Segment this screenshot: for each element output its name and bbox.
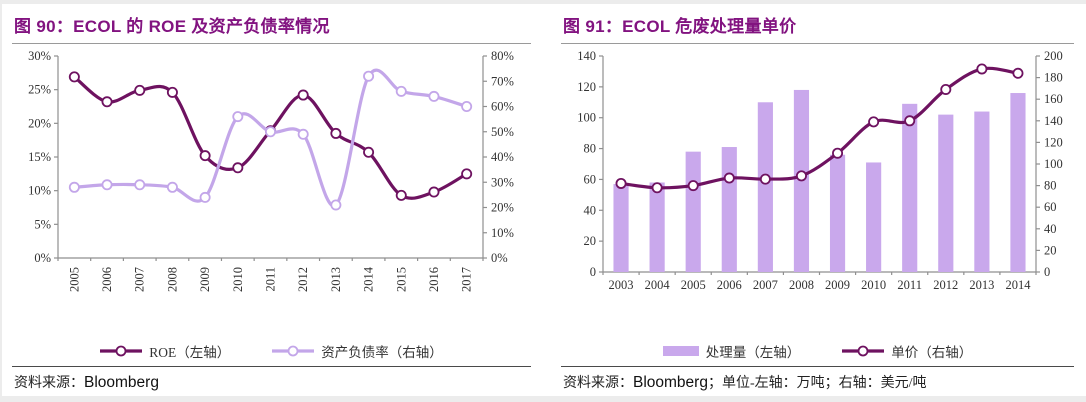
svg-text:60: 60 xyxy=(1044,200,1057,214)
svg-text:50%: 50% xyxy=(491,125,514,139)
svg-text:100: 100 xyxy=(577,111,596,125)
svg-text:2012: 2012 xyxy=(933,278,958,292)
volume-bar-swatch-icon xyxy=(662,346,699,356)
svg-text:2009: 2009 xyxy=(825,278,850,292)
fig90-title: 图 90：ECOL 的 ROE 及资产负债率情况 xyxy=(14,17,330,36)
fig91-footer-divider xyxy=(561,366,1074,367)
svg-text:60%: 60% xyxy=(491,100,514,114)
fig91-source-line: 资料来源：Bloomberg；单位-左轴：万吨；右轴：美元/吨 xyxy=(561,367,1074,392)
svg-text:140: 140 xyxy=(577,49,596,63)
svg-text:2010: 2010 xyxy=(231,267,245,292)
legend-item-roe: ROE（左轴） xyxy=(100,341,230,361)
price-line-marker-icon xyxy=(842,345,885,357)
svg-text:20%: 20% xyxy=(491,201,514,215)
svg-text:20%: 20% xyxy=(28,116,51,130)
fig90-legend: ROE（左轴） 资产负债率（右轴） xyxy=(12,340,531,362)
fig91-title: 图 91：ECOL 危废处理量单价 xyxy=(563,17,797,36)
source-units: ；单位-左轴：万吨；右轴：美元/吨 xyxy=(707,376,927,391)
svg-text:2014: 2014 xyxy=(1005,278,1031,292)
legend-item-price: 单价（右轴） xyxy=(842,341,972,361)
svg-text:2008: 2008 xyxy=(789,278,814,292)
svg-text:2007: 2007 xyxy=(133,267,147,292)
svg-text:0%: 0% xyxy=(491,251,508,265)
svg-text:200: 200 xyxy=(1044,49,1063,63)
fig91-chart-area: 0 20 40 60 80 100 120 140 0 20 40 60 80 100 120 140 160 1… xyxy=(561,46,1080,338)
svg-text:25%: 25% xyxy=(28,83,51,97)
roe-leverage-chart-svg: 0% 5% 10% 15% 20% 25% 30% 0% 10% 20% 30% 40% 50% 60% 7… xyxy=(28,49,514,292)
svg-text:80%: 80% xyxy=(491,49,514,63)
report-figure-strip: 图 90：ECOL 的 ROE 及资产负债率情况 0% 5% 10% 15% 20% 25… xyxy=(2,4,1086,396)
svg-text:2009: 2009 xyxy=(198,267,212,292)
legend-label-volume: 处理量（左轴） xyxy=(705,345,801,360)
svg-text:0%: 0% xyxy=(34,251,51,265)
legend-label-price: 单价（右轴） xyxy=(891,345,973,360)
svg-text:40: 40 xyxy=(1044,222,1057,236)
svg-text:2005: 2005 xyxy=(67,267,81,292)
source-name: Bloomberg xyxy=(633,374,708,391)
fig90-chart-area: 0% 5% 10% 15% 20% 25% 30% 0% 10% 20% 30% 40% 50% 60% 7… xyxy=(12,46,531,338)
svg-text:2006: 2006 xyxy=(100,267,114,292)
svg-text:2007: 2007 xyxy=(753,278,778,292)
svg-text:40%: 40% xyxy=(491,150,514,164)
svg-text:10%: 10% xyxy=(491,226,514,240)
svg-text:2012: 2012 xyxy=(296,267,310,292)
svg-text:5%: 5% xyxy=(34,217,51,231)
fig90-source-line: 资料来源：Bloomberg xyxy=(12,367,531,392)
volume-price-chart-svg: 0 20 40 60 80 100 120 140 0 20 40 60 80 100 120 140 160 1… xyxy=(577,49,1063,292)
svg-text:15%: 15% xyxy=(28,150,51,164)
svg-text:2010: 2010 xyxy=(861,278,886,292)
fig90-footer-divider xyxy=(12,366,531,367)
svg-text:2011: 2011 xyxy=(897,278,922,292)
fig91-title-divider xyxy=(561,43,1074,44)
svg-text:100: 100 xyxy=(1044,157,1063,171)
svg-text:60: 60 xyxy=(584,172,597,186)
legend-item-leverage: 资产负债率（右轴） xyxy=(272,341,443,361)
svg-text:2016: 2016 xyxy=(427,267,441,292)
svg-text:2013: 2013 xyxy=(969,278,994,292)
svg-text:2011: 2011 xyxy=(264,267,278,292)
svg-text:30%: 30% xyxy=(28,49,51,63)
svg-text:70%: 70% xyxy=(491,74,514,88)
svg-text:2014: 2014 xyxy=(362,266,376,292)
legend-item-volume: 处理量（左轴） xyxy=(662,341,801,361)
roe-line-marker-icon xyxy=(100,345,143,357)
svg-text:120: 120 xyxy=(1044,135,1063,149)
leverage-line-marker-icon xyxy=(272,345,315,357)
svg-text:2006: 2006 xyxy=(717,278,742,292)
source-label: 资料来源： xyxy=(563,376,633,391)
svg-text:120: 120 xyxy=(577,80,596,94)
svg-text:40: 40 xyxy=(584,203,597,217)
fig91-legend: 处理量（左轴） 单价（右轴） xyxy=(561,340,1074,362)
svg-text:20: 20 xyxy=(1044,243,1057,257)
svg-text:180: 180 xyxy=(1044,71,1063,85)
svg-text:2003: 2003 xyxy=(609,278,634,292)
svg-text:2013: 2013 xyxy=(329,267,343,292)
svg-text:0: 0 xyxy=(1044,265,1050,279)
fig90-title-divider xyxy=(12,43,531,44)
source-label: 资料来源： xyxy=(14,376,84,391)
svg-text:30%: 30% xyxy=(491,175,514,189)
legend-label-roe: ROE（左轴） xyxy=(149,345,231,360)
chart-panel-fig91: 图 91：ECOL 危废处理量单价 0 20 40 60 80 100 120 140 0 20 4… xyxy=(545,4,1086,396)
legend-label-leverage: 资产负债率（右轴） xyxy=(321,345,443,360)
svg-text:2015: 2015 xyxy=(394,267,408,292)
chart-panel-fig90: 图 90：ECOL 的 ROE 及资产负债率情况 0% 5% 10% 15% 20% 25… xyxy=(2,4,545,396)
svg-text:2008: 2008 xyxy=(165,267,179,292)
svg-text:10%: 10% xyxy=(28,184,51,198)
svg-text:80: 80 xyxy=(584,142,597,156)
svg-text:2005: 2005 xyxy=(681,278,706,292)
svg-text:2017: 2017 xyxy=(460,267,474,292)
svg-text:0: 0 xyxy=(590,265,596,279)
svg-text:160: 160 xyxy=(1044,92,1063,106)
svg-text:20: 20 xyxy=(584,234,597,248)
svg-text:80: 80 xyxy=(1044,179,1057,193)
source-name: Bloomberg xyxy=(84,374,159,391)
svg-text:2004: 2004 xyxy=(645,278,671,292)
svg-text:140: 140 xyxy=(1044,114,1063,128)
